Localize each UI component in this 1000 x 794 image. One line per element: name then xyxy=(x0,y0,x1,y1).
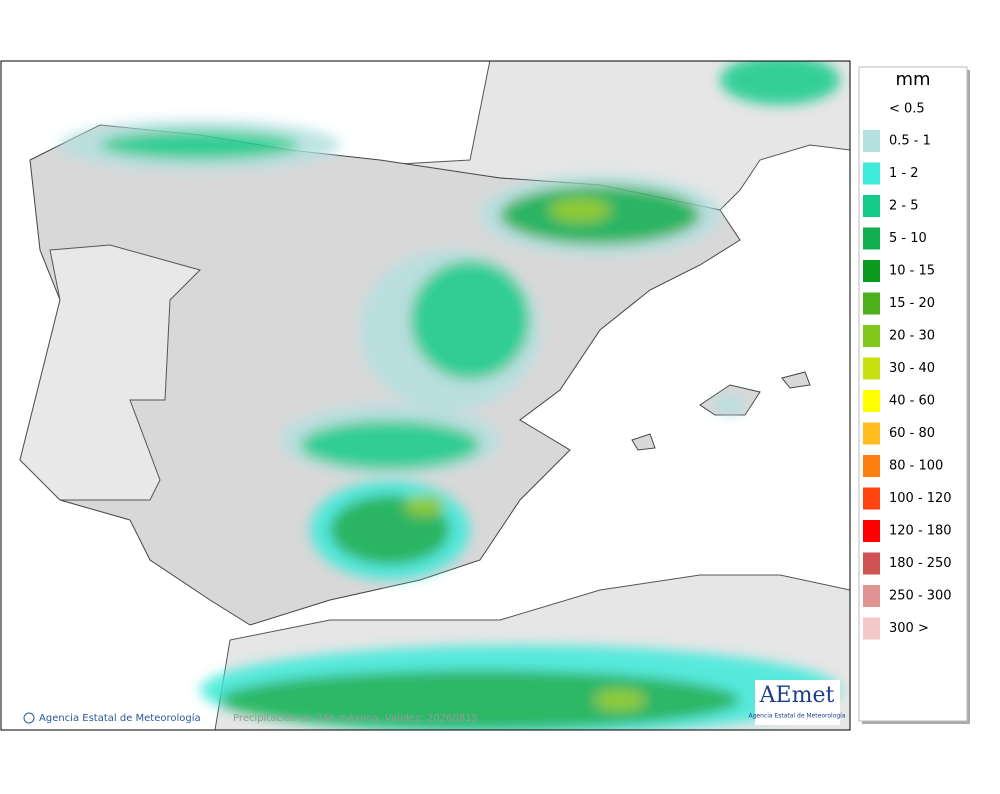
legend-swatch xyxy=(863,195,880,217)
legend-label: 250 - 300 xyxy=(889,589,952,604)
legend-label: 80 - 100 xyxy=(889,459,943,474)
logo-brand: AEmet xyxy=(759,683,835,708)
legend-swatch xyxy=(863,292,880,315)
legend-label: 10 - 15 xyxy=(889,264,935,279)
legend-title: mm xyxy=(895,69,930,90)
legend-label: 2 - 5 xyxy=(889,199,919,214)
legend-swatch xyxy=(863,455,880,477)
legend-swatch xyxy=(863,390,880,412)
legend-label: 5 - 10 xyxy=(889,231,927,246)
legend-swatch xyxy=(863,357,880,380)
portugal xyxy=(19,244,201,501)
legend-swatch xyxy=(863,325,880,347)
legend-swatch xyxy=(863,585,880,607)
legend-label: 15 - 20 xyxy=(889,296,935,311)
legend-label: 0.5 - 1 xyxy=(889,134,931,149)
legend-label: 40 - 60 xyxy=(889,394,935,409)
map-frame xyxy=(0,60,851,731)
ibiza xyxy=(631,433,656,451)
legend-swatch xyxy=(863,162,880,185)
legend-label: 180 - 250 xyxy=(889,556,952,571)
caption: Precipitación en 24h máxima. Validez: 20… xyxy=(233,712,478,724)
legend-label: 1 - 2 xyxy=(889,166,919,181)
logo-subtitle: Agencia Estatal de Meteorología xyxy=(749,713,846,720)
legend-label: 30 - 40 xyxy=(889,361,935,376)
legend-swatch xyxy=(863,552,880,575)
precipitation xyxy=(60,61,840,730)
menorca xyxy=(781,371,811,389)
map xyxy=(1,61,850,730)
legend-swatch xyxy=(863,260,880,282)
legend-label: 300 > xyxy=(889,621,929,636)
legend-swatch xyxy=(863,487,880,510)
legend-swatch xyxy=(863,227,880,250)
credit: Agencia Estatal de Meteorología xyxy=(39,712,201,724)
legend-label: 60 - 80 xyxy=(889,426,935,441)
legend-label: 100 - 120 xyxy=(889,491,952,506)
legend-swatch xyxy=(863,617,880,640)
legend-swatch xyxy=(863,130,880,152)
legend-swatch xyxy=(863,520,880,542)
logo xyxy=(755,680,840,725)
legend-label: 20 - 30 xyxy=(889,329,935,344)
legend-label: < 0.5 xyxy=(889,102,925,117)
legend-label: 120 - 180 xyxy=(889,524,952,539)
legend: mm < 0.5 0.5 - 1 1 - 2 2 - 5 5 - 10 10 - 15 1… xyxy=(858,66,970,724)
legend-swatch xyxy=(863,422,880,445)
copyright-icon xyxy=(23,712,35,724)
